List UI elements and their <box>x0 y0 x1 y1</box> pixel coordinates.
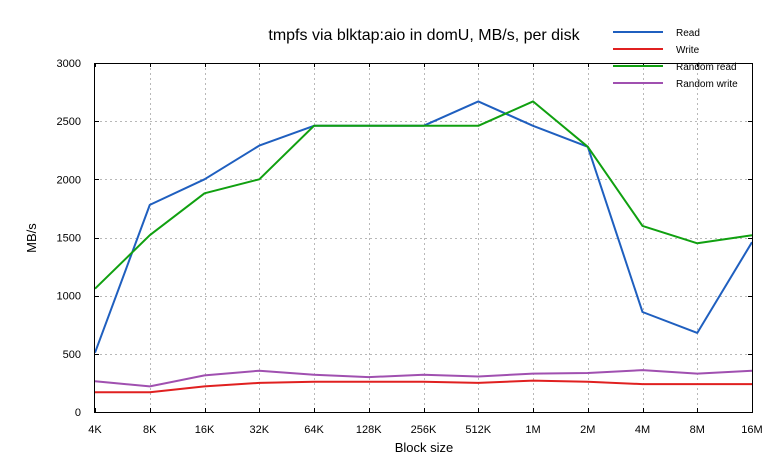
x-tick-label: 1M <box>525 424 540 436</box>
y-tick-label: 2500 <box>57 116 81 128</box>
chart-title: tmpfs via blktap:aio in domU, MB/s, per … <box>268 27 580 44</box>
series-line-random-read <box>94 100 753 290</box>
x-axis-label: Block size <box>395 440 454 455</box>
axis-ticks <box>95 63 753 413</box>
series-line-write <box>95 379 752 394</box>
plot-frame <box>94 63 753 413</box>
legend: Read Write Random read Random write <box>613 28 738 90</box>
y-tick-label: 2000 <box>57 174 81 186</box>
grid-lines <box>95 63 752 412</box>
x-tick-label: 512K <box>465 424 491 436</box>
x-tick-label: 32K <box>249 424 269 436</box>
x-tick-label: 256K <box>411 424 437 436</box>
y-tick-label: 1500 <box>57 233 81 245</box>
legend-label-random-read: Random read <box>676 62 737 73</box>
x-tick-label: 8K <box>143 424 157 436</box>
y-tick-label: 1000 <box>57 291 81 303</box>
y-tick-label: 3000 <box>57 58 81 70</box>
x-tick-label: 4M <box>635 424 650 436</box>
y-axis-label: MB/s <box>24 223 39 253</box>
x-tick-label: 8M <box>690 424 705 436</box>
series-line-random-write <box>94 369 753 388</box>
x-tick-labels: 4K 8K 16K 32K 64K 128K 256K 512K 1M 2M 4M 8M 16M <box>88 424 762 436</box>
legend-label-write: Write <box>676 45 700 56</box>
x-tick-label: 4K <box>88 424 102 436</box>
x-tick-label: 64K <box>304 424 324 436</box>
y-tick-label: 0 <box>75 407 81 419</box>
x-tick-label: 2M <box>580 424 595 436</box>
x-tick-label: 128K <box>356 424 382 436</box>
series-lines <box>94 100 753 394</box>
x-tick-label: 16M <box>741 424 762 436</box>
legend-label-random-write: Random write <box>676 79 738 90</box>
series-line-read <box>94 100 753 354</box>
x-tick-label: 16K <box>195 424 215 436</box>
y-tick-labels: 0 500 1000 1500 2000 2500 3000 <box>57 58 81 419</box>
y-tick-label: 500 <box>63 349 81 361</box>
legend-label-read: Read <box>676 28 700 39</box>
